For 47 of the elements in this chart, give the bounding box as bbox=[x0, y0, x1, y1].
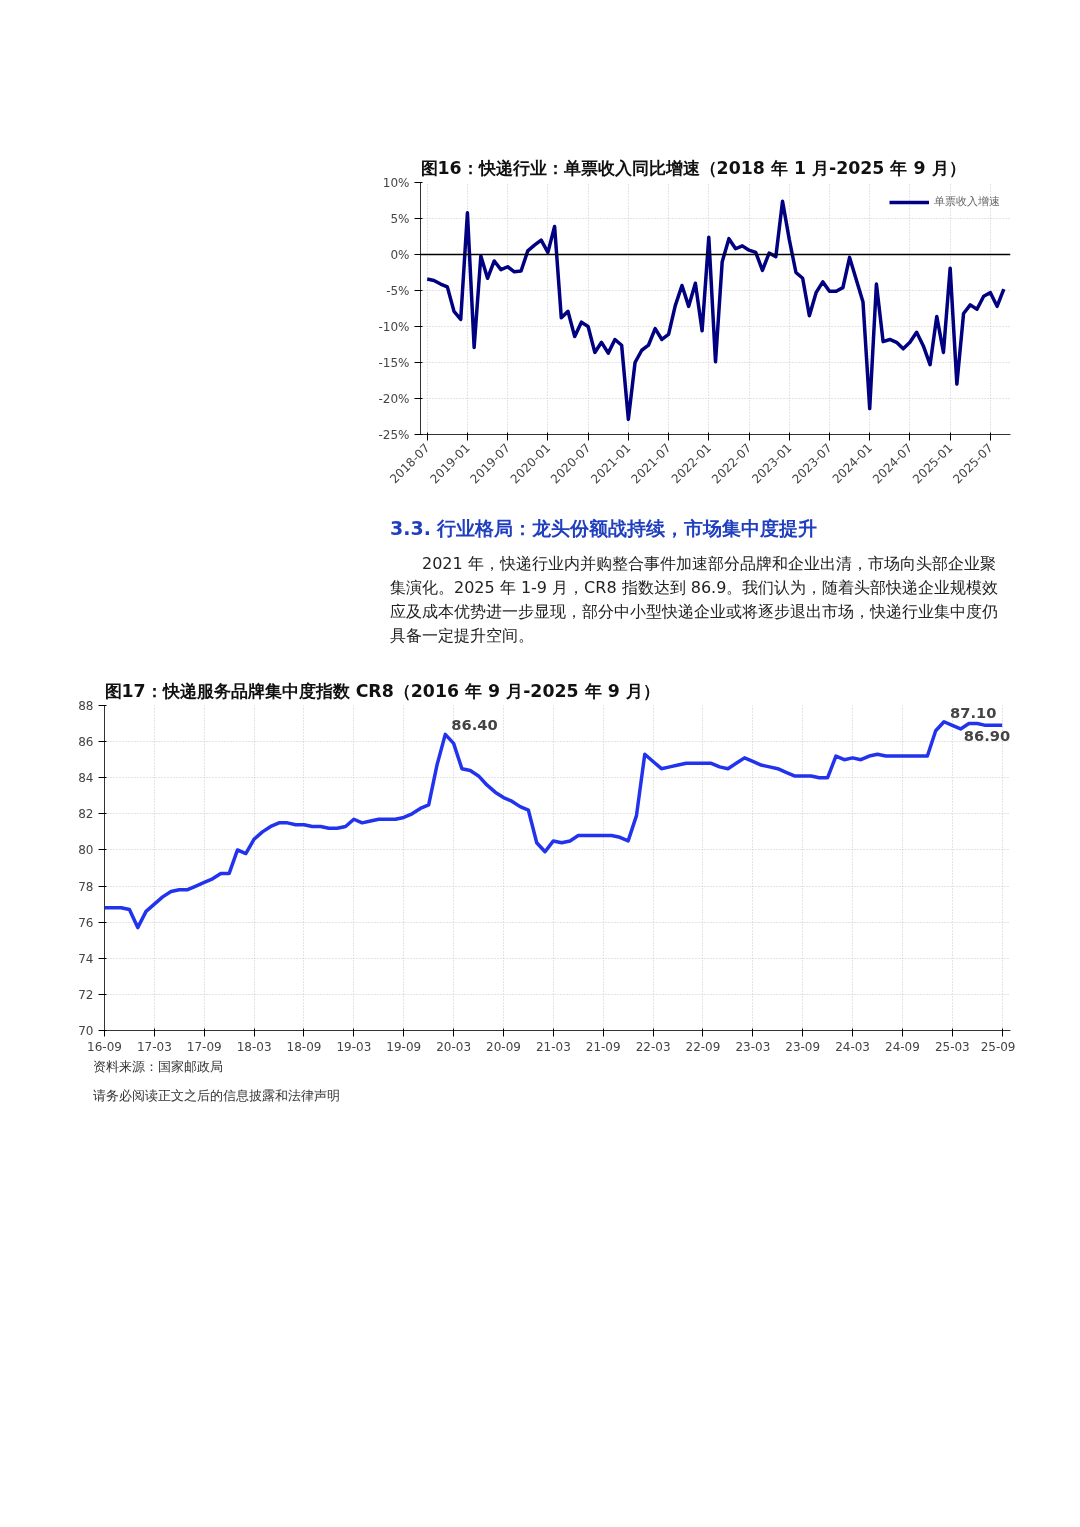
x-tick-label: 17-03 bbox=[136, 1039, 172, 1054]
x-tick-label: 25-03 bbox=[934, 1039, 970, 1054]
y-tick-label: 88 bbox=[78, 699, 94, 714]
x-tick-label: 19-09 bbox=[386, 1039, 422, 1054]
chart-title: 图17：快递服务品牌集中度指数 CR8（2016 年 9 月-2025 年 9 月） bbox=[104, 680, 660, 701]
y-tick-label: 76 bbox=[78, 915, 94, 930]
text: 2021 年，快递行业内并购整合事件加速部分品牌和企业出清，市场向头部企业聚集演化。2025 年 1-9 月，CR8 指数达到 86.9。我们认为，随着头部快递企业规模效应及成本优势进一步显现，部分中小型快递企业或将逐步退出市场，快递行业集中度仍具备一定提升空间。 bbox=[390, 553, 1000, 648]
y-tick-label: 82 bbox=[78, 807, 94, 822]
x-tick-label: 19-03 bbox=[336, 1039, 372, 1054]
x-tick-label: 20-03 bbox=[436, 1039, 472, 1054]
x-tick-label: 25-09 bbox=[980, 1039, 1016, 1054]
x-tick-label: 22-09 bbox=[685, 1039, 721, 1054]
x-tick-label: 21-09 bbox=[585, 1039, 621, 1054]
x-tick-label: 24-09 bbox=[885, 1039, 920, 1054]
annotation: 87.10 bbox=[950, 703, 997, 721]
y-tick-label: 86 bbox=[78, 735, 94, 750]
x-tick-label: 24-03 bbox=[835, 1039, 871, 1054]
y-tick-label: 78 bbox=[78, 879, 94, 894]
y-tick-label: -20% bbox=[378, 391, 410, 406]
text: 请务必阅读正文之后的信息披露和法律声明 bbox=[93, 1086, 340, 1105]
y-tick-label: 84 bbox=[78, 771, 94, 786]
x-tick-label: 17-09 bbox=[186, 1039, 222, 1054]
legend-label: 单票收入增速 bbox=[934, 195, 1000, 209]
x-tick-label: 23-03 bbox=[735, 1039, 771, 1054]
y-tick-label: 80 bbox=[78, 843, 94, 858]
y-tick-label: 72 bbox=[78, 988, 94, 1003]
y-tick-label: -15% bbox=[378, 355, 410, 370]
annotation: 86.40 bbox=[451, 716, 498, 734]
annotation: 86.90 bbox=[963, 727, 1011, 745]
y-tick-label: 74 bbox=[78, 951, 94, 966]
chart-title: 图16：快递行业：单票收入同比增速（2018 年 1 月-2025 年 9 月） bbox=[420, 157, 966, 178]
y-tick-label: -25% bbox=[378, 427, 410, 442]
y-tick-label: 10% bbox=[382, 175, 410, 190]
x-tick-label: 20-09 bbox=[486, 1039, 521, 1054]
x-tick-label: 21-03 bbox=[535, 1039, 571, 1054]
x-tick-label: 18-09 bbox=[286, 1039, 322, 1054]
text: 资料来源：国家邮政局 bbox=[93, 1058, 223, 1077]
x-tick-label: 16-09 bbox=[87, 1039, 122, 1054]
y-tick-label: 70 bbox=[78, 1024, 94, 1039]
x-tick-label: 22-03 bbox=[635, 1039, 671, 1054]
x-tick-label: 18-03 bbox=[236, 1039, 272, 1054]
y-tick-label: 0% bbox=[390, 247, 410, 262]
y-tick-label: -10% bbox=[378, 319, 410, 334]
x-tick-label: 23-09 bbox=[785, 1039, 821, 1054]
y-tick-label: 5% bbox=[390, 211, 410, 226]
y-tick-label: -5% bbox=[386, 283, 410, 298]
text: 3.3. 行业格局：龙头份额战持续，市场集中度提升 bbox=[390, 516, 818, 541]
